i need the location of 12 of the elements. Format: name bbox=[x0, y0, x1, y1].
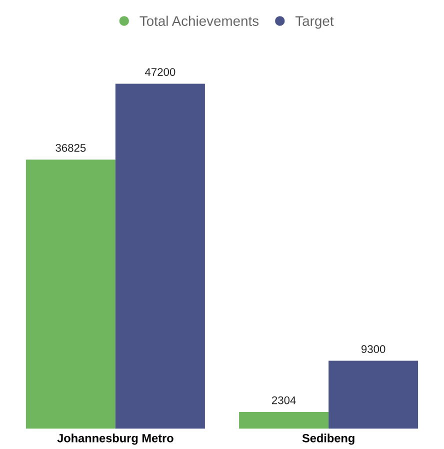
x-tick-label: Johannesburg Metro bbox=[57, 434, 174, 445]
data-label: 47200 bbox=[145, 68, 176, 76]
x-tick-label: Sedibeng bbox=[302, 434, 354, 445]
bar bbox=[239, 412, 329, 429]
data-label: 36825 bbox=[56, 144, 86, 152]
legend-label: Target bbox=[295, 16, 334, 29]
legend-label: Total Achievements bbox=[140, 16, 259, 26]
bar bbox=[115, 84, 205, 429]
bar bbox=[26, 160, 116, 429]
data-label: 2304 bbox=[272, 396, 296, 404]
bar bbox=[328, 360, 418, 429]
data-label: 9300 bbox=[361, 345, 386, 354]
